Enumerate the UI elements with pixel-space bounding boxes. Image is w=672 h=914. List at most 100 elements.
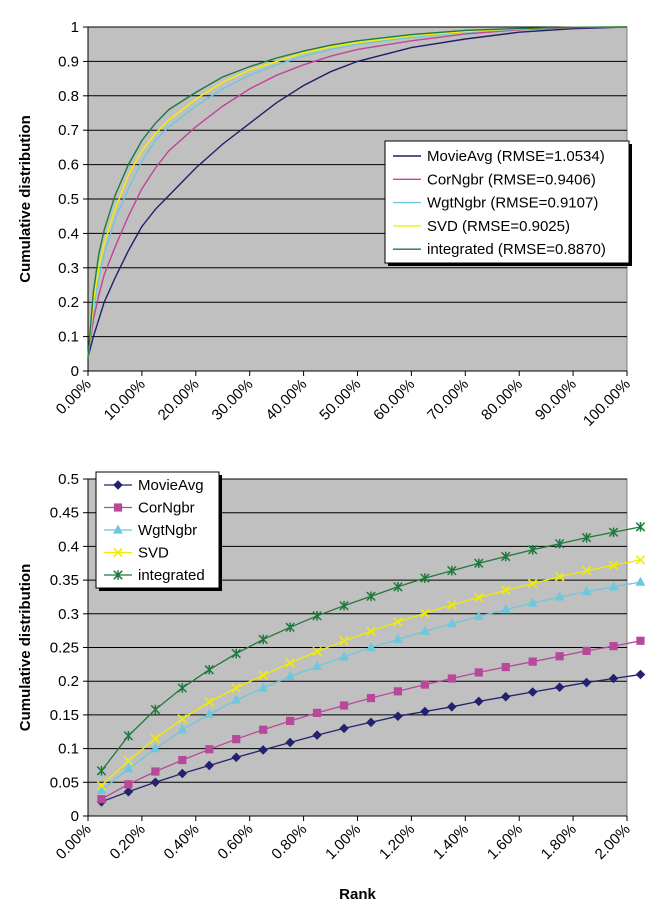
y-tick-label: 0.1: [58, 741, 79, 758]
legend-marker: [113, 547, 123, 558]
x-tick-label: 0.20%: [107, 821, 149, 863]
data-point: [231, 683, 241, 693]
legend-label: CorNgbr: [138, 500, 195, 517]
data-point: [97, 795, 106, 804]
data-point: [500, 691, 511, 702]
x-tick-label: 60.00%: [370, 376, 418, 424]
data-point: [178, 755, 187, 765]
data-point: [420, 573, 430, 583]
data-point: [339, 635, 349, 646]
legend-label: WgtNgbr (RMSE=0.9107): [427, 195, 598, 212]
data-point: [204, 664, 215, 675]
x-tick-label: 1.20%: [376, 821, 418, 863]
legend-label: SVD: [138, 545, 169, 562]
data-point: [124, 780, 133, 789]
x-tick-label: 2.00%: [592, 821, 634, 863]
data-point: [608, 581, 619, 591]
chart-1: 00.10.20.30.40.50.60.70.80.910.00% 10.00%…: [17, 19, 634, 430]
data-point: [366, 626, 376, 637]
data-point: [527, 578, 538, 589]
y-tick-label: 0.2: [58, 294, 79, 311]
data-point: [420, 625, 430, 635]
data-point: [366, 717, 376, 728]
x-tick-label: 20.00%: [155, 376, 203, 424]
data-point: [473, 610, 484, 621]
data-point: [420, 608, 430, 618]
data-point: [286, 716, 295, 726]
data-point: [177, 683, 188, 693]
data-point: [231, 694, 242, 704]
data-point: [366, 591, 376, 602]
data-point: [366, 641, 376, 652]
y-tick-label: 0.4: [58, 225, 79, 242]
data-point: [123, 730, 134, 741]
series-line-4: [87, 26, 628, 358]
x-tick-label: 50.00%: [316, 376, 364, 424]
y-tick-label: 0.05: [50, 774, 79, 791]
legend-marker: [113, 524, 123, 534]
y-tick-label: 0.25: [50, 640, 79, 657]
data-point: [582, 646, 591, 655]
legend-label: SVD (RMSE=0.9025): [427, 218, 570, 235]
x-tick-label: 100.00%: [580, 376, 634, 430]
data-point: [312, 646, 322, 657]
x-tick-label: 30.00%: [209, 376, 257, 424]
data-point: [420, 706, 430, 717]
x-tick-label: 80.00%: [478, 376, 526, 424]
y-tick-label: 0.9: [58, 53, 79, 70]
series-line-5: [87, 26, 628, 358]
data-point: [150, 743, 161, 753]
data-point: [581, 532, 592, 543]
data-point: [527, 687, 538, 697]
legend-label: MovieAvg (RMSE=1.0534): [427, 148, 605, 165]
data-point: [96, 784, 107, 794]
data-point: [312, 730, 322, 740]
x-tick-label: 70.00%: [424, 376, 472, 424]
data-point: [447, 702, 457, 712]
data-point: [393, 633, 403, 644]
legend-marker: [113, 480, 123, 490]
y-tick-label: 0.6: [58, 157, 79, 174]
data-point: [474, 668, 483, 677]
chart-2: 0 0.05 0.1 0.15 0.2 0.25 0.3 0.35 0.4 0.45 0.5 0.00…: [17, 471, 646, 903]
data-point: [150, 777, 161, 788]
data-point: [636, 636, 645, 645]
data-point: [609, 642, 618, 651]
data-point: [393, 617, 403, 627]
y-tick-label: 0.5: [58, 471, 79, 488]
x-tick-label: 0.00%: [53, 376, 95, 418]
data-point: [285, 670, 295, 681]
data-point: [500, 551, 511, 562]
data-point: [285, 737, 295, 748]
series-line-2: [87, 26, 628, 358]
data-point: [339, 600, 349, 611]
legend-label: integrated (RMSE=0.8870): [427, 241, 606, 258]
data-point: [500, 585, 511, 595]
y-tick-label: 0.3: [58, 606, 79, 623]
y-tick-label: 0: [71, 808, 79, 825]
data-point: [258, 745, 268, 755]
data-point: [554, 538, 565, 549]
data-point: [447, 600, 457, 610]
data-point: [204, 697, 215, 707]
legend-label: WgtNgbr: [138, 522, 197, 539]
data-point: [258, 670, 268, 680]
y-tick-label: 0.8: [58, 88, 79, 105]
y-tick-label: 0.5: [58, 191, 79, 208]
data-point: [232, 735, 241, 744]
data-point: [608, 560, 619, 571]
data-point: [581, 586, 592, 596]
data-point: [447, 674, 456, 683]
data-point: [393, 687, 403, 696]
data-point: [258, 682, 269, 692]
data-point: [501, 662, 510, 672]
data-point: [608, 673, 619, 684]
legend-label: MovieAvg: [138, 477, 204, 494]
data-point: [446, 618, 457, 628]
data-point: [258, 634, 268, 645]
data-point: [204, 760, 215, 771]
data-point: [339, 701, 349, 710]
data-point: [312, 708, 322, 717]
data-point: [151, 767, 160, 776]
data-point: [231, 752, 241, 763]
